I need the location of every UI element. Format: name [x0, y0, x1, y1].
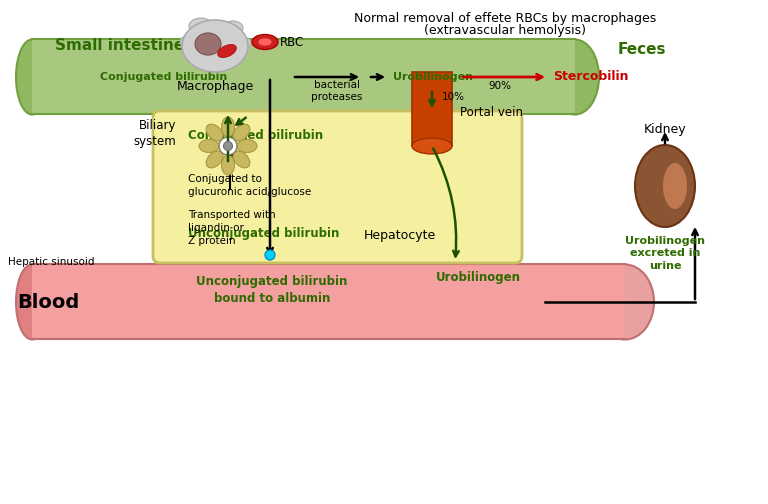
Ellipse shape [252, 34, 278, 49]
FancyBboxPatch shape [153, 111, 522, 263]
Circle shape [223, 142, 233, 151]
Text: Urobilinogen: Urobilinogen [393, 72, 473, 82]
Text: Macrophage: Macrophage [177, 80, 253, 93]
Text: Feces: Feces [618, 41, 667, 56]
Ellipse shape [206, 151, 223, 168]
Text: Hepatic sinusoid: Hepatic sinusoid [8, 257, 94, 267]
Ellipse shape [258, 38, 272, 46]
Polygon shape [32, 264, 625, 339]
Polygon shape [32, 264, 625, 339]
Ellipse shape [233, 124, 250, 141]
Polygon shape [412, 72, 452, 146]
Ellipse shape [195, 33, 221, 55]
Text: Conjugated bilirubin: Conjugated bilirubin [100, 72, 227, 82]
Text: Unconjugated bilirubin
bound to albumin: Unconjugated bilirubin bound to albumin [197, 276, 348, 304]
Text: (extravascular hemolysis): (extravascular hemolysis) [424, 24, 586, 37]
Ellipse shape [16, 265, 48, 340]
Text: Conjugated to
glucuronic acid/glucose: Conjugated to glucuronic acid/glucose [188, 174, 311, 197]
Text: Transported with
ligandin or
Z protein: Transported with ligandin or Z protein [188, 210, 276, 246]
Ellipse shape [206, 124, 223, 141]
Ellipse shape [663, 163, 687, 209]
Text: Portal vein: Portal vein [460, 105, 523, 118]
Ellipse shape [16, 39, 48, 114]
Polygon shape [32, 39, 575, 114]
Text: Normal removal of effete RBCs by macrophages: Normal removal of effete RBCs by macroph… [354, 12, 656, 25]
Text: Conjugated bilirubin: Conjugated bilirubin [188, 130, 323, 143]
Text: Urobilinogen
excreted in
urine: Urobilinogen excreted in urine [625, 236, 705, 271]
Text: Urobilinogen: Urobilinogen [435, 271, 521, 283]
Ellipse shape [235, 37, 251, 49]
Text: bacterial
proteases: bacterial proteases [311, 80, 362, 102]
Text: Hepatocyte: Hepatocyte [364, 229, 436, 242]
Ellipse shape [596, 265, 654, 340]
Ellipse shape [217, 44, 237, 57]
Text: 90%: 90% [488, 81, 511, 91]
Ellipse shape [189, 18, 213, 34]
Text: Blood: Blood [17, 292, 79, 311]
Ellipse shape [551, 39, 599, 114]
Ellipse shape [199, 140, 219, 153]
Ellipse shape [223, 21, 243, 35]
Polygon shape [32, 39, 575, 114]
Text: Stercobilin: Stercobilin [553, 71, 628, 84]
Ellipse shape [221, 155, 234, 175]
Ellipse shape [221, 117, 234, 137]
Ellipse shape [180, 35, 198, 48]
Text: Small intestine: Small intestine [55, 38, 184, 53]
Ellipse shape [635, 145, 695, 227]
Circle shape [219, 137, 237, 155]
Circle shape [265, 250, 275, 260]
Ellipse shape [412, 138, 452, 154]
Ellipse shape [237, 140, 257, 153]
Text: RBC: RBC [280, 35, 304, 48]
Text: Unconjugated bilirubin: Unconjugated bilirubin [188, 227, 339, 240]
Text: Kidney: Kidney [644, 123, 687, 136]
Ellipse shape [233, 151, 250, 168]
Text: Biliary
system: Biliary system [134, 119, 176, 149]
Ellipse shape [182, 20, 248, 72]
Text: 10%: 10% [442, 92, 465, 102]
